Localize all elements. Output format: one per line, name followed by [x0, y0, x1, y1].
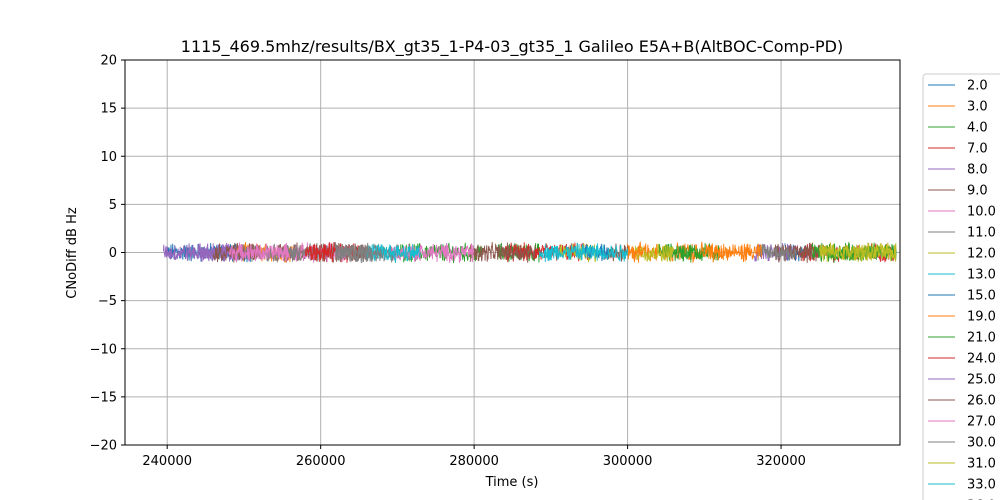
legend-entry: 13.0 [967, 268, 996, 283]
x-tick-label: 300000 [603, 454, 653, 469]
legend-entry: 26.0 [967, 394, 996, 409]
legend-entry: 24.0 [967, 352, 996, 367]
series-line-9-0 [469, 242, 536, 263]
x-tick-label: 240000 [142, 454, 192, 469]
legend-entry: 3.0 [967, 100, 988, 115]
y-tick-label: 20 [100, 54, 117, 69]
legend-entry: 21.0 [967, 331, 996, 346]
y-tick-label: −5 [98, 294, 117, 309]
legend-entry: 33.0 [967, 478, 996, 493]
chart-title: 1115_469.5mhz/results/BX_gt35_1-P4-03_gt… [181, 37, 843, 57]
legend-entry: 27.0 [967, 415, 996, 430]
x-tick-label: 260000 [296, 454, 346, 469]
legend-entry: 15.0 [967, 289, 996, 304]
plot-area [162, 241, 897, 264]
series-line-27-0 [228, 242, 291, 263]
legend-entry: 25.0 [967, 373, 996, 388]
x-tick-label: 320000 [756, 454, 806, 469]
series-line-11-0 [757, 243, 797, 261]
legend-entry: 30.0 [967, 436, 996, 451]
legend-entry: 9.0 [967, 184, 988, 199]
x-axis: 240000 260000 280000 300000 320000 [142, 445, 806, 469]
series-line-30-0 [335, 242, 383, 264]
series-line-10-0 [389, 243, 475, 263]
legend-entry: 4.0 [967, 121, 988, 136]
legend-entry: 10.0 [967, 205, 996, 220]
x-tick-label: 280000 [449, 454, 499, 469]
legend-entry: 36.0 [967, 499, 996, 500]
legend-entry: 12.0 [967, 247, 996, 262]
series-line-13-0 [366, 243, 421, 263]
legend-entry: 19.0 [967, 310, 996, 325]
y-tick-label: −15 [90, 390, 117, 405]
series-line-31-0 [818, 242, 897, 262]
y-axis-label: CNoDiff dB Hz [65, 207, 80, 299]
y-axis: −20 −15 −10 −5 0 5 10 15 20 [90, 54, 125, 454]
legend-entry: 7.0 [967, 142, 988, 157]
x-axis-label: Time (s) [485, 475, 539, 490]
legend-entry: 8.0 [967, 163, 988, 178]
y-tick-label: 5 [109, 198, 117, 213]
legend: 2.0 3.0 4.0 7.0 8.0 9.0 10.0 11.0 12.0 13.0 15.0 19… [922, 73, 1000, 500]
y-tick-label: 15 [100, 102, 117, 117]
legend-entry: 11.0 [967, 226, 996, 241]
series-line-19-0 [700, 241, 763, 263]
legend-entry: 31.0 [967, 457, 996, 472]
y-tick-label: −20 [90, 439, 117, 454]
legend-frame [922, 73, 1000, 500]
series-line-19-0 [630, 246, 644, 260]
series-line-24-0 [304, 242, 337, 263]
series-line-33-0 [538, 242, 629, 263]
y-tick-label: −10 [90, 342, 117, 357]
y-tick-label: 10 [100, 150, 117, 165]
legend-entry: 2.0 [967, 79, 988, 94]
y-tick-label: 0 [109, 246, 117, 261]
